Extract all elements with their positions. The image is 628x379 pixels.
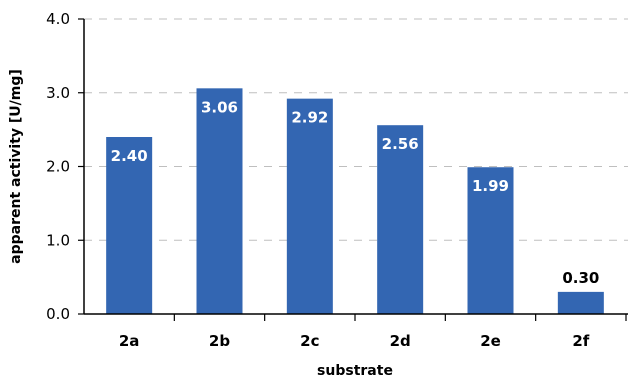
data-label-2f: 0.30 <box>562 269 599 287</box>
data-labels: 2.40 3.06 2.92 2.56 1.99 0.30 <box>111 98 600 287</box>
y-tick-label: 3.0 <box>46 84 70 102</box>
x-tick-label-2a: 2a <box>119 332 140 350</box>
x-tick-label-2c: 2c <box>300 332 319 350</box>
y-ticks: 0.0 1.0 2.0 3.0 4.0 <box>46 10 84 323</box>
x-ticks: 2a 2b 2c 2d 2e 2f <box>119 314 627 350</box>
y-tick-label: 2.0 <box>46 158 70 176</box>
y-tick-label: 0.0 <box>46 305 70 323</box>
bar-2b <box>196 88 243 314</box>
data-label-2a: 2.40 <box>111 147 148 165</box>
bars <box>106 88 604 315</box>
x-tick-label-2e: 2e <box>480 332 501 350</box>
bar-2e <box>467 167 514 314</box>
data-label-2e: 1.99 <box>472 177 509 195</box>
bar-2a <box>106 137 153 314</box>
y-axis-title: apparent activity [U/mg] <box>8 69 24 264</box>
y-tick-label: 4.0 <box>46 10 70 28</box>
data-label-2c: 2.92 <box>291 109 328 127</box>
data-label-2b: 3.06 <box>201 98 238 116</box>
x-tick-label-2b: 2b <box>209 332 230 350</box>
gridlines <box>84 18 628 241</box>
x-tick-label-2d: 2d <box>390 332 411 350</box>
data-label-2d: 2.56 <box>382 135 419 153</box>
x-tick-label-2f: 2f <box>572 332 589 350</box>
x-axis-title: substrate <box>317 363 393 379</box>
bar-2f <box>557 291 604 314</box>
bar-2c <box>286 98 333 315</box>
bar-2d <box>377 125 424 314</box>
y-tick-label: 1.0 <box>46 231 70 249</box>
